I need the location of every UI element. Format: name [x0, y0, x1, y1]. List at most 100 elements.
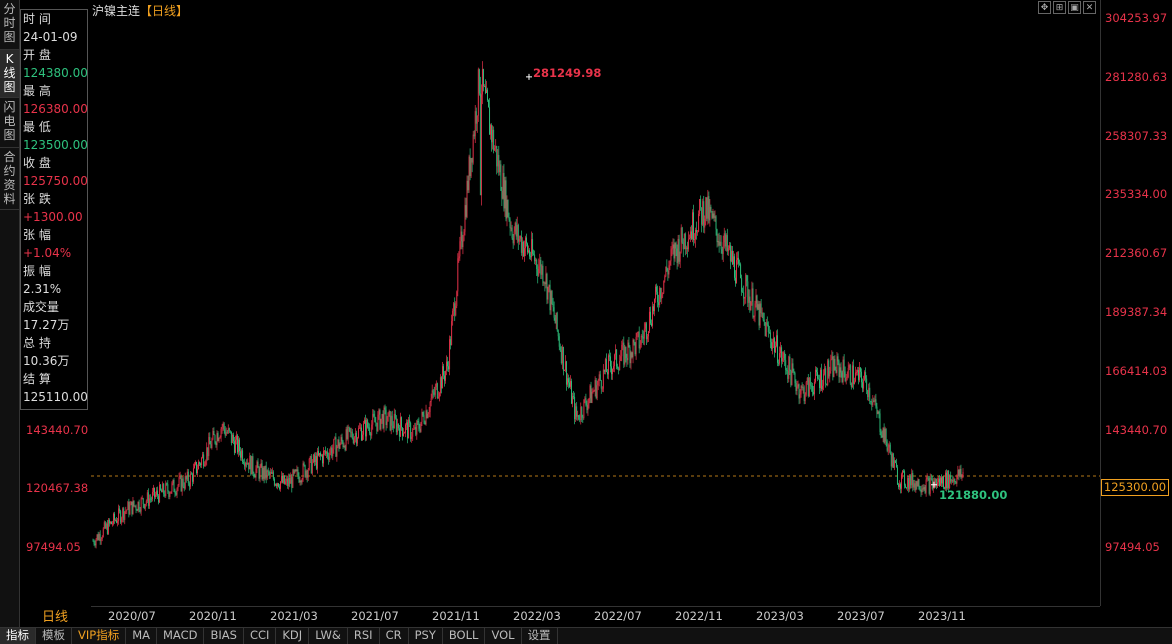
candle-body [329, 452, 331, 460]
candle-body [453, 303, 455, 311]
candle-body [222, 423, 224, 427]
period-selector[interactable]: 日线 [41, 610, 68, 625]
candle-body [443, 366, 444, 376]
indicator-tab[interactable]: LW& [309, 628, 348, 644]
kline-chart[interactable] [91, 0, 1100, 606]
indicator-tab[interactable]: CR [380, 628, 409, 644]
move-icon[interactable]: ✥ [1038, 1, 1051, 14]
candle-body [951, 480, 953, 482]
candle-body [846, 377, 848, 379]
candle-body [239, 439, 240, 452]
tab-flash[interactable]: 闪电图 [0, 98, 19, 148]
candle-body [482, 69, 484, 87]
candle-body [454, 303, 456, 316]
candle-body [761, 312, 763, 314]
candle-body [509, 219, 511, 228]
candle-body [894, 460, 896, 464]
indicator-tab[interactable]: 指标 [0, 628, 36, 644]
crosshair-icon[interactable]: ⊞ [1053, 1, 1066, 14]
candle-body [406, 422, 408, 425]
candle-body [591, 392, 593, 403]
candle-body [460, 231, 462, 242]
candle-body [412, 429, 414, 437]
candle-body [902, 471, 903, 475]
candle-body [363, 423, 364, 435]
candle-body [824, 368, 826, 374]
indicator-tab[interactable]: VIP指标 [72, 628, 127, 644]
indicator-tab[interactable]: KDJ [276, 628, 310, 644]
candle-body [830, 359, 832, 372]
indicator-tab[interactable]: BOLL [443, 628, 486, 644]
candle-body [706, 197, 708, 219]
indicator-tab[interactable]: PSY [409, 628, 443, 644]
open-interest-label: 总 持 [23, 336, 51, 350]
window-icon[interactable]: ▣ [1068, 1, 1081, 14]
candle-body [187, 471, 189, 484]
candle-body [673, 244, 675, 259]
candle-body [634, 342, 636, 355]
candle-body [310, 456, 312, 474]
candle-body [744, 296, 746, 299]
candle-body [719, 241, 721, 246]
candle-body [729, 245, 731, 262]
candle-body [723, 233, 725, 243]
candle-body [508, 217, 510, 220]
candle-body [267, 470, 269, 472]
candle-body [381, 414, 383, 419]
change-value: +1300.00 [23, 210, 83, 224]
price-tick-label: 281280.63 [1105, 69, 1168, 84]
candle-body [232, 434, 234, 442]
candle-body [803, 387, 805, 402]
candle-body [748, 296, 750, 303]
candle-body [287, 478, 289, 487]
price-tick-label: 97494.05 [1105, 540, 1160, 555]
candle-body [556, 312, 558, 331]
candle-body [653, 306, 654, 312]
candle-body [247, 462, 249, 465]
candle-body [167, 484, 169, 492]
low-label: 最 低 [23, 120, 51, 134]
candle-body [395, 418, 397, 433]
candle-body [604, 359, 606, 372]
candle-body [722, 242, 724, 254]
tab-intraday[interactable]: 分时图 [0, 0, 19, 50]
candle-body [446, 361, 447, 372]
close-icon[interactable]: ✕ [1083, 1, 1096, 14]
time-axis [91, 606, 1100, 627]
candle-body [890, 453, 892, 467]
candle-body [688, 238, 690, 240]
candle-body [711, 210, 713, 218]
candle-body [269, 472, 271, 476]
candle-body [511, 227, 513, 239]
candle-body [597, 380, 599, 386]
candle-body [743, 292, 745, 299]
candle-body [358, 427, 360, 429]
tab-kline[interactable]: K线图 [0, 50, 19, 98]
candle-body [829, 371, 831, 377]
candle-body [772, 338, 774, 343]
candle-body [726, 235, 728, 252]
candle-body [746, 275, 748, 282]
indicator-tab[interactable]: VOL [485, 628, 522, 644]
candle-body [769, 332, 771, 342]
indicator-tab[interactable]: 模板 [36, 628, 72, 644]
indicator-tab[interactable]: RSI [348, 628, 380, 644]
candle-body [541, 265, 543, 275]
candle-body [200, 463, 202, 465]
indicator-tab[interactable]: 设置 [522, 628, 558, 644]
candle-body [560, 350, 562, 364]
indicator-tab[interactable]: CCI [244, 628, 277, 644]
candle-body [261, 463, 263, 480]
candle-body [523, 248, 525, 257]
indicator-tab[interactable]: MA [126, 628, 157, 644]
candle-body [461, 231, 463, 248]
candle-body [189, 473, 191, 487]
tab-contract-info[interactable]: 合约资料 [0, 148, 19, 210]
candle-body [243, 462, 245, 464]
indicator-tab[interactable]: BIAS [204, 628, 244, 644]
candle-body [645, 323, 647, 340]
candle-body [103, 522, 105, 529]
candle-body [767, 324, 769, 333]
indicator-tab[interactable]: MACD [157, 628, 205, 644]
candle-body [393, 413, 395, 429]
